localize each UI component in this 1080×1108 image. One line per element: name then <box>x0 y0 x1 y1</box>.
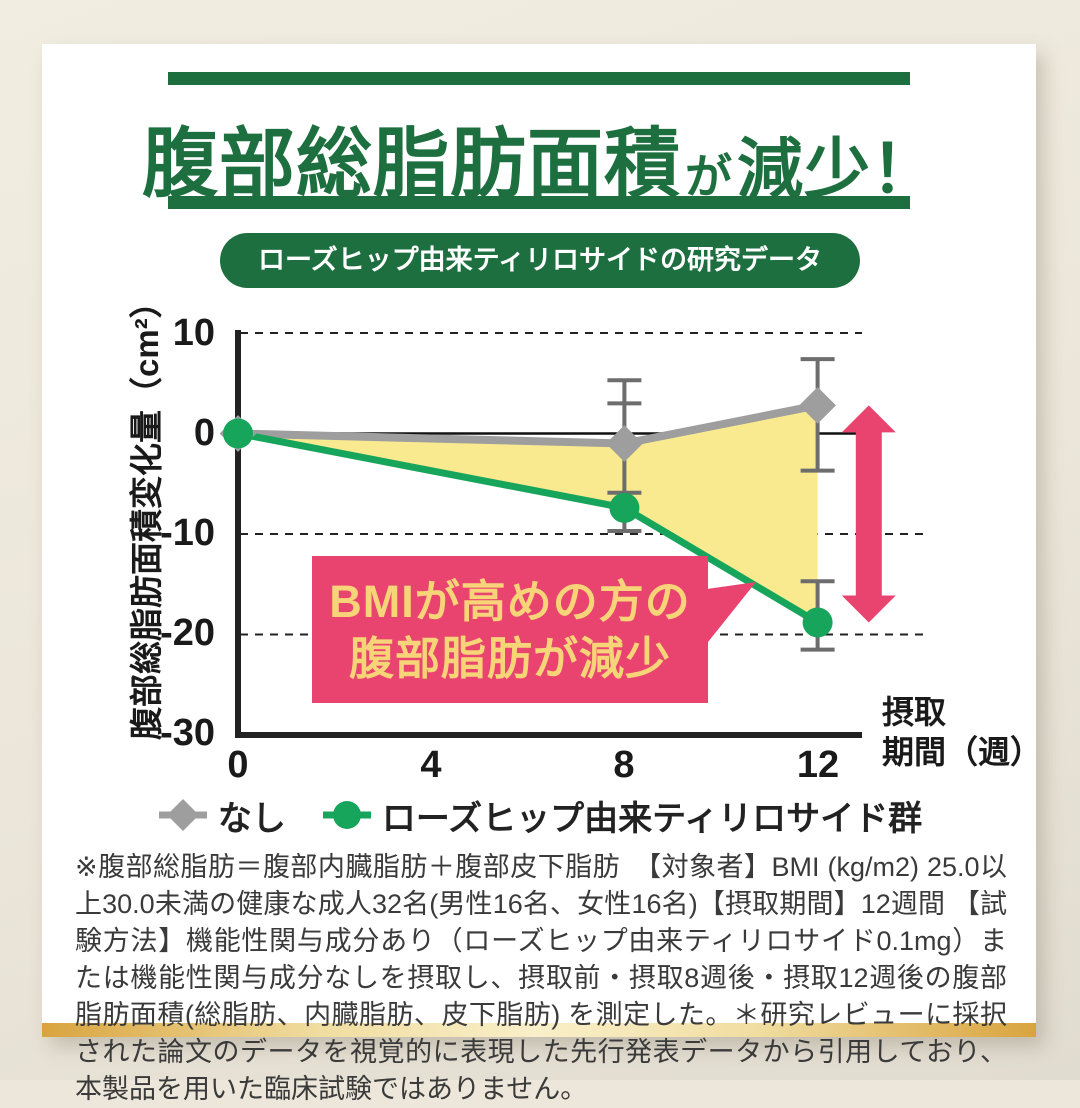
bmi-callout-box: BMIが高めの方の 腹部脂肪が減少 <box>312 556 708 703</box>
footnote-text: ※腹部総脂肪＝腹部内臓脂肪＋腹部皮下脂肪 【対象者】BMI (kg/m2) 25… <box>75 852 1007 1104</box>
study-data-badge: ローズヒップ由来ティリロサイドの研究データ <box>219 233 861 288</box>
x-tick-12: 12 <box>796 744 840 786</box>
y-tick-0: 0 <box>193 412 215 454</box>
title-rule-top <box>168 72 910 85</box>
y-tick-neg30: -30 <box>160 712 215 754</box>
x-axis-unit-line1: 摂取 <box>882 694 947 730</box>
gray-diamond-marker-icon <box>158 799 207 831</box>
gold-accent-bar <box>42 1023 1036 1037</box>
x-axis-unit-line2: 期間（週） <box>882 734 1043 770</box>
title-connector-text: が <box>685 150 733 204</box>
chart-legend: なし ローズヒップ由来ティリロサイド群 <box>0 791 1080 840</box>
callout-line2: 腹部脂肪が減少 <box>348 632 671 684</box>
title-rule-bottom <box>168 196 910 209</box>
y-tick-neg20: -20 <box>160 612 215 654</box>
legend-label-none: なし <box>217 799 286 838</box>
page-title: 腹部総脂肪面積 が 減少！ <box>0 21 1080 217</box>
x-tick-8: 8 <box>613 744 635 786</box>
x-axis-unit-label: 摂取 期間（週） <box>882 692 1042 772</box>
callout-line1: BMIが高めの方の <box>329 575 691 627</box>
title-main-text: 腹部総脂肪面積 <box>142 122 681 208</box>
legend-label-tiliroside: ローズヒップ由来ティリロサイド群 <box>381 799 923 838</box>
legend-item-none: なし <box>158 791 286 840</box>
y-tick-neg10: -10 <box>160 512 215 554</box>
y-tick-10: 10 <box>172 312 215 354</box>
green-circle-marker-icon <box>322 801 371 829</box>
x-tick-4: 4 <box>420 744 442 786</box>
legend-item-tiliroside: ローズヒップ由来ティリロサイド群 <box>322 791 922 840</box>
x-tick-0: 0 <box>227 744 249 786</box>
title-emphasis-text: 減少！ <box>737 132 938 207</box>
